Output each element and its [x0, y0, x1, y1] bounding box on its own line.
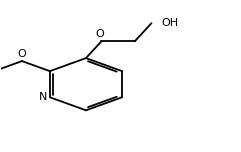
Text: O: O: [95, 29, 104, 39]
Text: N: N: [39, 92, 47, 102]
Text: OH: OH: [161, 18, 178, 28]
Text: O: O: [18, 49, 26, 59]
